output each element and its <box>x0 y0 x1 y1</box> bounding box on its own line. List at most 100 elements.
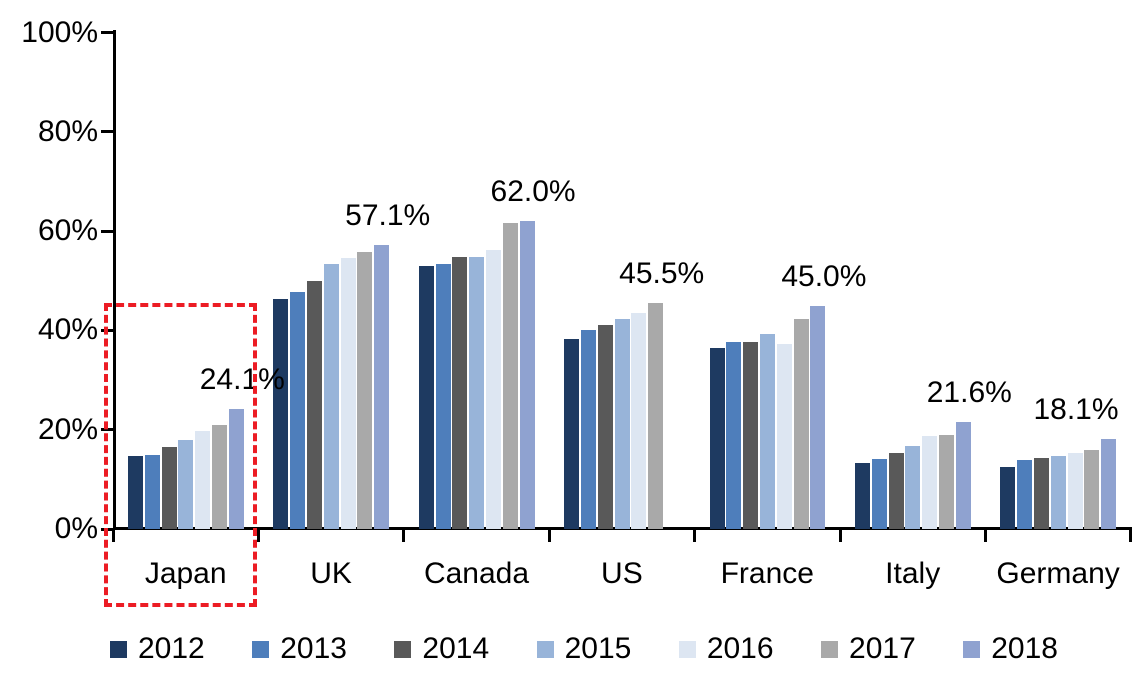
x-tick-mark <box>1129 529 1133 542</box>
bar-japan-2014 <box>161 446 177 529</box>
bar-italy-2012 <box>855 463 870 529</box>
bar-uk-2017 <box>357 251 373 529</box>
category-label-canada: Canada <box>423 557 530 590</box>
legend-label-2018: 2018 <box>991 632 1058 665</box>
legend-swatch-2018 <box>963 640 981 658</box>
legend-item-2013: 2013 <box>252 630 347 668</box>
bar-germany-2013 <box>1017 459 1033 529</box>
bar-italy-2014 <box>888 453 904 529</box>
bar-germany-2016 <box>1067 452 1083 529</box>
legend-item-2017: 2017 <box>821 630 916 668</box>
y-tick-label: 40% <box>37 313 98 347</box>
y-tick-mark <box>101 229 113 233</box>
legend-label-2012: 2012 <box>138 632 205 665</box>
bar-japan-2018 <box>228 409 244 529</box>
bar-italy-2018 <box>955 421 971 529</box>
bar-us-2015 <box>614 319 630 529</box>
bar-italy-2017 <box>939 434 954 529</box>
bar-japan-2015 <box>178 440 194 529</box>
category-label-us: US <box>601 557 643 590</box>
bar-italy-2013 <box>871 459 887 529</box>
legend-swatch-2012 <box>110 640 127 658</box>
bar-germany-2018 <box>1101 439 1117 529</box>
legend-item-2015: 2015 <box>536 630 632 668</box>
bar-canada-2013 <box>435 263 451 529</box>
legend-label-2014: 2014 <box>422 632 490 665</box>
bar-germany-2012 <box>1000 467 1016 529</box>
bar-uk-2012 <box>273 299 289 529</box>
bar-canada-2015 <box>469 257 485 529</box>
y-tick-label: 20% <box>37 412 98 446</box>
x-tick-mark <box>256 529 260 542</box>
bar-france-2015 <box>760 333 775 529</box>
x-tick-mark <box>402 529 406 542</box>
bar-germany-2015 <box>1050 456 1066 529</box>
data-label-canada: 62.0% <box>490 175 576 209</box>
legend-swatch-2016 <box>678 640 696 658</box>
bar-france-2018 <box>810 305 826 529</box>
legend-swatch-2017 <box>821 640 839 658</box>
bar-us-2013 <box>581 329 596 529</box>
bar-us-2016 <box>631 313 647 529</box>
bar-japan-2017 <box>212 425 227 529</box>
legend-label-2017: 2017 <box>849 632 916 665</box>
legend: 2012 2013 2014 2015 2016 2017 2018 <box>110 630 1058 668</box>
bar-japan-2013 <box>144 454 160 529</box>
bar-japan-2016 <box>195 430 211 529</box>
legend-item-2012: 2012 <box>110 630 205 668</box>
legend-item-2018: 2018 <box>963 630 1058 668</box>
bar-canada-2014 <box>452 256 468 529</box>
bar-us-2012 <box>564 339 580 529</box>
legend-swatch-2013 <box>252 640 270 658</box>
category-label-japan: Japan <box>144 557 227 590</box>
category-label-uk: UK <box>310 557 352 590</box>
bar-france-2014 <box>743 341 759 529</box>
bar-us-2014 <box>597 324 613 529</box>
category-label-france: France <box>720 557 814 590</box>
y-tick-label: 0% <box>54 512 98 545</box>
category-label-italy: Italy <box>885 557 941 590</box>
y-tick-mark <box>101 31 113 34</box>
legend-swatch-2014 <box>394 640 412 658</box>
bar-canada-2012 <box>418 265 434 529</box>
data-label-germany: 18.1% <box>1033 393 1119 427</box>
bar-france-2017 <box>793 318 809 529</box>
bar-canada-2017 <box>502 223 518 529</box>
y-tick-label: 80% <box>37 114 98 148</box>
bar-italy-2016 <box>922 435 938 529</box>
bar-canada-2018 <box>519 221 535 529</box>
bar-italy-2015 <box>905 446 921 529</box>
x-tick-mark <box>838 529 842 542</box>
bar-uk-2015 <box>323 264 339 529</box>
y-tick-label: 60% <box>37 214 98 248</box>
bar-canada-2016 <box>486 250 501 529</box>
bar-france-2016 <box>776 343 792 529</box>
legend-swatch-2015 <box>536 640 554 658</box>
data-label-italy: 21.6% <box>926 375 1012 409</box>
y-tick-label: 100% <box>21 15 98 49</box>
bar-germany-2014 <box>1034 458 1049 529</box>
x-tick-mark <box>693 529 697 542</box>
bar-uk-2016 <box>340 258 356 529</box>
legend-label-2015: 2015 <box>564 632 632 665</box>
legend-item-2014: 2014 <box>394 630 489 668</box>
bar-japan-2012 <box>128 455 143 529</box>
bar-france-2012 <box>709 347 725 529</box>
data-label-japan: 24.1% <box>199 363 285 397</box>
legend-item-2016: 2016 <box>678 630 774 668</box>
bar-uk-2013 <box>290 291 306 529</box>
data-label-france: 45.0% <box>781 259 867 293</box>
data-label-uk: 57.1% <box>345 199 431 233</box>
bar-germany-2017 <box>1084 450 1100 529</box>
data-label-us: 45.5% <box>619 257 705 291</box>
bar-uk-2018 <box>374 245 390 529</box>
x-tick-mark <box>547 529 551 542</box>
bar-france-2013 <box>726 341 742 529</box>
y-axis-line <box>113 30 116 530</box>
x-tick-mark <box>983 529 987 542</box>
x-tick-mark <box>111 529 115 542</box>
legend-label-2016: 2016 <box>706 632 774 665</box>
bar-us-2017 <box>648 303 664 529</box>
y-tick-mark <box>101 130 113 134</box>
